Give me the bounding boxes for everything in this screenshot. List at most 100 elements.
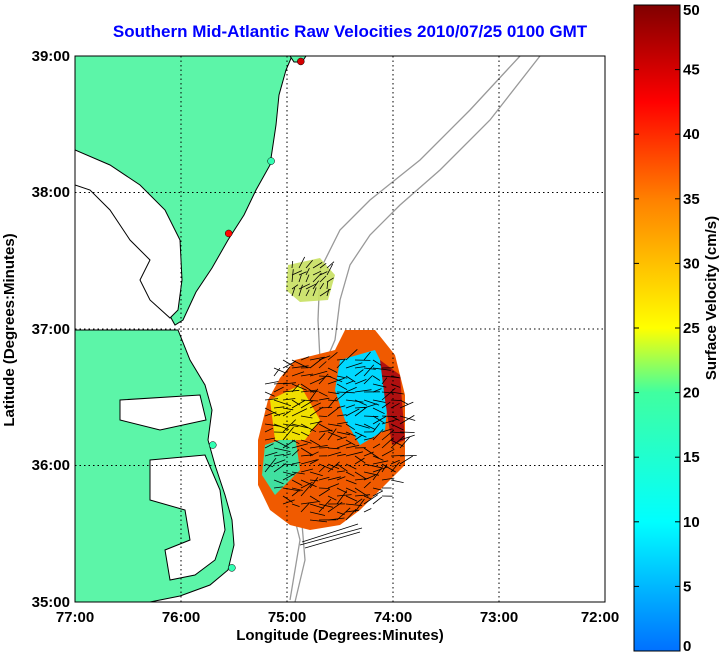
velocity-arrow	[299, 527, 363, 546]
velocity-arrow	[354, 455, 366, 464]
velocity-arrow	[309, 420, 321, 433]
velocity-arrow	[354, 498, 365, 513]
velocity-arrow	[363, 508, 372, 513]
velocity-arrow	[336, 442, 351, 449]
velocity-yellow-region	[270, 385, 320, 440]
velocity-arrow	[309, 445, 328, 449]
velocity-arrow	[282, 439, 296, 449]
velocity-arrow	[264, 437, 276, 441]
velocity-arrow	[345, 349, 358, 361]
x-tick-label: 74:00	[374, 609, 412, 626]
velocity-arrow	[291, 439, 300, 445]
velocity-arrow	[381, 477, 395, 481]
velocity-arrow	[372, 496, 383, 505]
velocity-arrow	[318, 488, 331, 497]
velocity-arrow	[264, 443, 274, 449]
velocity-arrow	[298, 256, 306, 269]
velocity-arrow	[291, 371, 305, 377]
colorbar-gradient	[633, 4, 681, 652]
velocity-arrow	[372, 399, 386, 403]
velocity-arrow	[291, 400, 306, 409]
velocity-arrow	[327, 377, 345, 385]
velocity-arrow	[273, 367, 281, 377]
velocity-arrow	[327, 476, 341, 481]
velocity-arrow	[336, 405, 346, 409]
velocity-arrow	[282, 366, 291, 377]
velocity-arrow	[399, 401, 414, 409]
velocity-arrow	[282, 453, 292, 457]
velocity-arrow	[291, 365, 309, 369]
velocity-arrow	[345, 508, 357, 521]
velocity-arrow	[312, 287, 317, 297]
velocity-arrow	[264, 423, 281, 427]
velocity-arrow	[273, 399, 292, 407]
velocity-arrow	[345, 439, 356, 446]
velocity-arrow	[326, 263, 334, 276]
velocity-arrow	[336, 463, 348, 472]
velocity-arrow	[372, 415, 385, 424]
velocity-arrow	[345, 380, 355, 385]
velocity-arrow	[300, 459, 318, 465]
velocity-vectors	[264, 256, 417, 549]
velocity-arrow	[319, 271, 328, 276]
velocity-arrow	[381, 428, 393, 433]
velocity-arrow	[354, 434, 363, 441]
velocity-arrow	[399, 415, 415, 425]
velocity-arrow	[381, 391, 394, 394]
velocity-arrow	[354, 471, 367, 480]
velocity-arrow	[291, 383, 300, 393]
velocity-arrow	[273, 367, 286, 374]
velocity-arrow	[291, 287, 296, 297]
velocity-arrow	[363, 494, 379, 505]
velocity-arrow	[390, 431, 405, 434]
velocity-arrow	[372, 367, 391, 371]
velocity-arrow	[273, 439, 290, 449]
velocity-arrow	[291, 471, 305, 475]
y-tick-label: 37:00	[32, 321, 70, 338]
x-axis: 77:00 76:00 75:00 74:00 73:00 72:00 Long…	[56, 609, 619, 644]
velocity-arrow	[282, 382, 296, 385]
velocity-arrow	[336, 507, 351, 521]
velocity-arrow	[326, 281, 329, 290]
velocity-arrow	[300, 439, 312, 444]
velocity-arrow	[390, 461, 401, 473]
velocity-arrow	[273, 459, 286, 465]
velocity-arrow	[300, 501, 319, 505]
velocity-arrow	[312, 280, 320, 290]
velocity-arrow	[327, 428, 337, 441]
colorbar-label: Surface Velocity (cm/s)	[703, 216, 720, 380]
station-marker	[297, 57, 305, 66]
velocity-arrow	[300, 484, 312, 497]
velocity-arrow	[300, 454, 313, 457]
velocity-arrow	[372, 422, 381, 433]
velocity-arrow	[381, 401, 391, 409]
velocity-arrow	[291, 503, 300, 507]
colorbar-tick-label: 45	[683, 62, 700, 79]
velocity-arrow	[336, 476, 346, 481]
velocity-arrow	[298, 271, 307, 276]
velocity-arrow	[363, 451, 374, 457]
velocity-arrow	[318, 355, 331, 361]
velocity-arrow	[282, 359, 294, 367]
velocity-arrow	[381, 377, 388, 385]
velocity-arrow	[309, 471, 323, 477]
velocity-green-region	[262, 435, 300, 495]
velocity-arrow	[300, 431, 309, 437]
velocity-arrow	[336, 414, 347, 417]
velocity-arrow	[282, 487, 301, 492]
velocity-arrow	[319, 262, 327, 269]
velocity-arrow	[291, 423, 308, 429]
velocity-arrow	[318, 463, 334, 471]
velocity-arrow	[300, 415, 313, 419]
velocity-arrow	[318, 361, 327, 369]
velocity-arrow	[300, 468, 313, 473]
velocity-arrow	[372, 359, 382, 366]
velocity-arrow	[399, 434, 415, 441]
velocity-arrow	[282, 472, 297, 481]
x-tick-label: 72:00	[581, 609, 619, 626]
velocity-arrow	[273, 486, 283, 489]
velocity-arrow	[282, 426, 294, 441]
velocity-arrow	[291, 431, 301, 436]
velocity-arrow	[291, 269, 294, 283]
